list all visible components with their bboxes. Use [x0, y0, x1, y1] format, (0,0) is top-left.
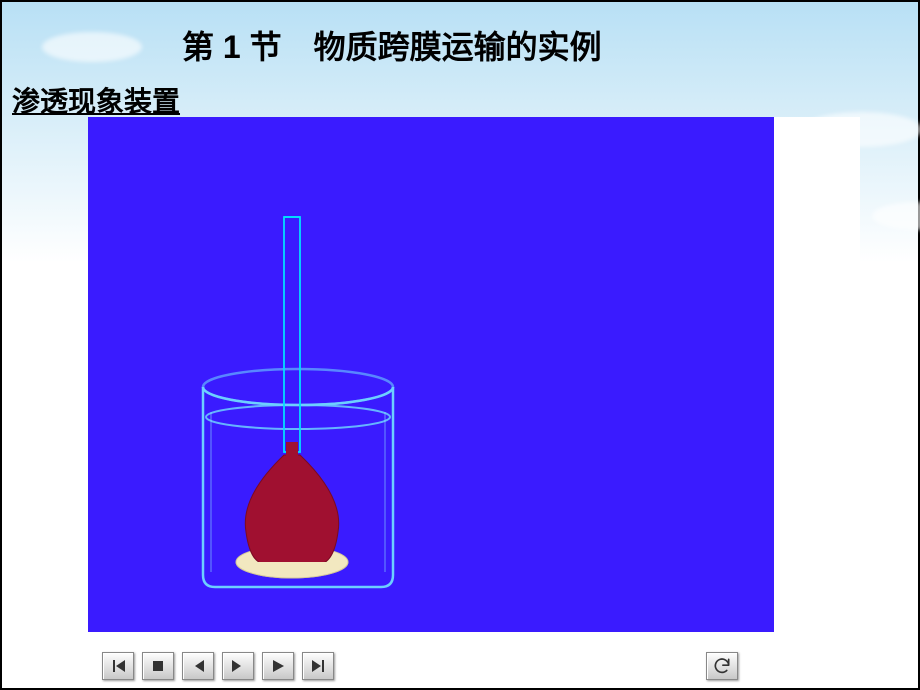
last-button[interactable]	[302, 652, 334, 680]
next-icon	[229, 658, 247, 674]
first-button[interactable]	[102, 652, 134, 680]
diagram-container	[88, 117, 860, 632]
stop-icon	[149, 658, 167, 674]
stop-button[interactable]	[142, 652, 174, 680]
section-subtitle: 渗透现象装置	[12, 80, 180, 120]
slide: 第 1 节 物质跨膜运输的实例 渗透现象装置	[0, 0, 920, 690]
prev-icon	[189, 658, 207, 674]
next-button[interactable]	[222, 652, 254, 680]
last-icon	[309, 658, 327, 674]
first-icon	[109, 658, 127, 674]
page-title: 第 1 节 物质跨膜运输的实例	[182, 22, 602, 68]
play-icon	[269, 658, 287, 674]
prev-button[interactable]	[182, 652, 214, 680]
play-button[interactable]	[262, 652, 294, 680]
cloud-decoration	[42, 32, 142, 62]
refresh-icon	[712, 656, 732, 676]
osmosis-diagram	[88, 117, 774, 632]
cloud-decoration	[872, 202, 920, 230]
media-controls	[102, 652, 334, 680]
refresh-button[interactable]	[706, 652, 738, 680]
